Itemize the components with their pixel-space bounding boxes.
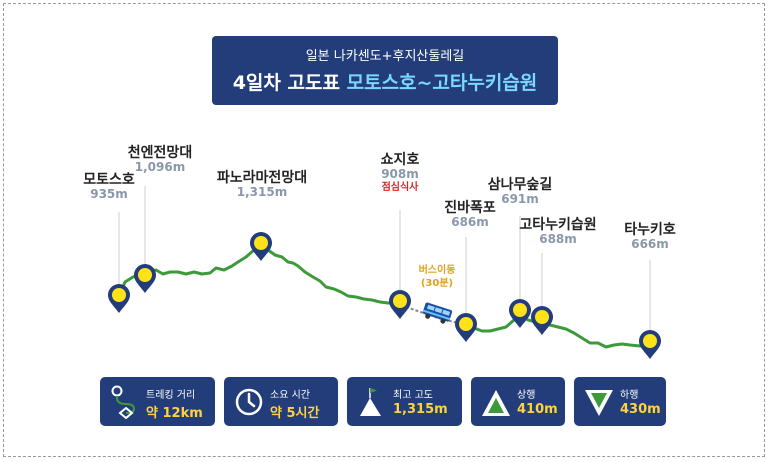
stat-value: 약 5시간 <box>270 406 320 421</box>
waypoint-label-senen: 천엔전망대 1,096m <box>128 145 192 175</box>
bus-transfer-note: 버스이동 (30분) <box>419 264 456 290</box>
stat-label: 하행 <box>620 390 639 401</box>
stat-value: 1,315m <box>393 402 448 417</box>
lunch-note: 점심식사 <box>381 181 419 193</box>
bus-note-line1: 버스이동 <box>418 265 456 276</box>
waypoint-elevation: 908m <box>381 167 419 182</box>
bus-note-line2: (30분) <box>420 278 454 289</box>
waypoint-elevation: 691m <box>501 192 539 207</box>
title-banner: 일본 나카센도+후지산둘레길 4일차 고도표 모토스호~고타누키습원 <box>212 36 558 105</box>
stat-max-altitude: 최고 고도 1,315m <box>347 377 462 426</box>
waypoint-name: 쇼지호 <box>380 152 420 168</box>
bus-icon <box>422 302 453 324</box>
waypoint-label-motosu: 모토스호 935m <box>83 172 135 202</box>
route-icon <box>111 385 136 420</box>
banner-subtitle: 일본 나카센도+후지산둘레길 <box>305 49 465 64</box>
waypoint-elevation: 666m <box>631 237 669 252</box>
marker-shoji <box>389 290 411 319</box>
marker-tanuki <box>639 330 661 359</box>
waypoint-elevation: 688m <box>539 232 577 247</box>
marker-senen <box>134 264 156 293</box>
title-highlight: 모토스호~고타누키습원 <box>346 72 538 94</box>
waypoint-elevation: 686m <box>451 215 489 230</box>
dashed-frame <box>3 3 765 457</box>
stat-label: 트레킹 거리 <box>146 390 196 401</box>
banner-title: 4일차 고도표 모토스호~고타누키습원 <box>212 68 558 95</box>
marker-motosu <box>108 284 130 313</box>
waypoint-elevation: 1,315m <box>236 185 288 200</box>
stat-value: 410m <box>517 402 558 417</box>
clock-icon <box>235 388 263 416</box>
waypoint-elevation: 935m <box>90 187 128 202</box>
marker-cedar <box>509 299 531 328</box>
title-prefix: 4일차 고도표 <box>232 72 347 94</box>
stat-value: 약 12km <box>146 406 203 421</box>
triangle-down-icon <box>585 390 613 416</box>
waypoint-label-kotanuki: 고타누키습원 688m <box>519 217 596 247</box>
waypoint-label-panorama: 파노라마전망대 1,315m <box>217 170 307 200</box>
waypoint-markers <box>108 232 661 359</box>
stat-ascent: 상행 410m <box>471 377 565 426</box>
waypoint-label-shoji: 쇼지호 908m 점심식사 <box>381 152 420 193</box>
waypoint-label-tanuki: 타누키호 666m <box>624 222 676 252</box>
stat-descent: 하행 430m <box>574 377 666 426</box>
stat-label: 최고 고도 <box>393 390 433 401</box>
waypoint-label-jinba: 진바폭포 686m <box>444 200 496 230</box>
waypoint-name: 파노라마전망대 <box>216 170 308 186</box>
waypoint-name: 타누키호 <box>624 222 676 238</box>
waypoint-name: 천엔전망대 <box>127 145 193 161</box>
marker-kotanuki <box>531 306 553 335</box>
stat-label: 소요 시간 <box>270 390 310 401</box>
waypoint-name: 진바폭포 <box>444 200 496 216</box>
marker-panorama <box>250 232 272 261</box>
stat-duration: 소요 시간 약 5시간 <box>224 377 338 426</box>
mountain-flag-icon <box>360 388 381 416</box>
stat-label: 상행 <box>517 390 536 401</box>
waypoint-name: 고타누키습원 <box>519 217 597 233</box>
waypoint-elevation: 1,096m <box>134 160 186 175</box>
waypoint-name: 모토스호 <box>83 172 135 188</box>
waypoint-name: 삼나무숲길 <box>487 177 553 193</box>
bus-route-line <box>405 306 463 325</box>
stat-distance: 트레킹 거리 약 12km <box>100 377 215 426</box>
marker-jinba <box>455 313 477 342</box>
stat-value: 430m <box>620 402 661 417</box>
waypoint-label-cedar: 삼나무숲길 691m <box>488 177 552 207</box>
waypoint-drop-lines <box>118 186 651 338</box>
triangle-up-icon <box>482 390 510 416</box>
route-line-segment-2 <box>464 313 652 349</box>
